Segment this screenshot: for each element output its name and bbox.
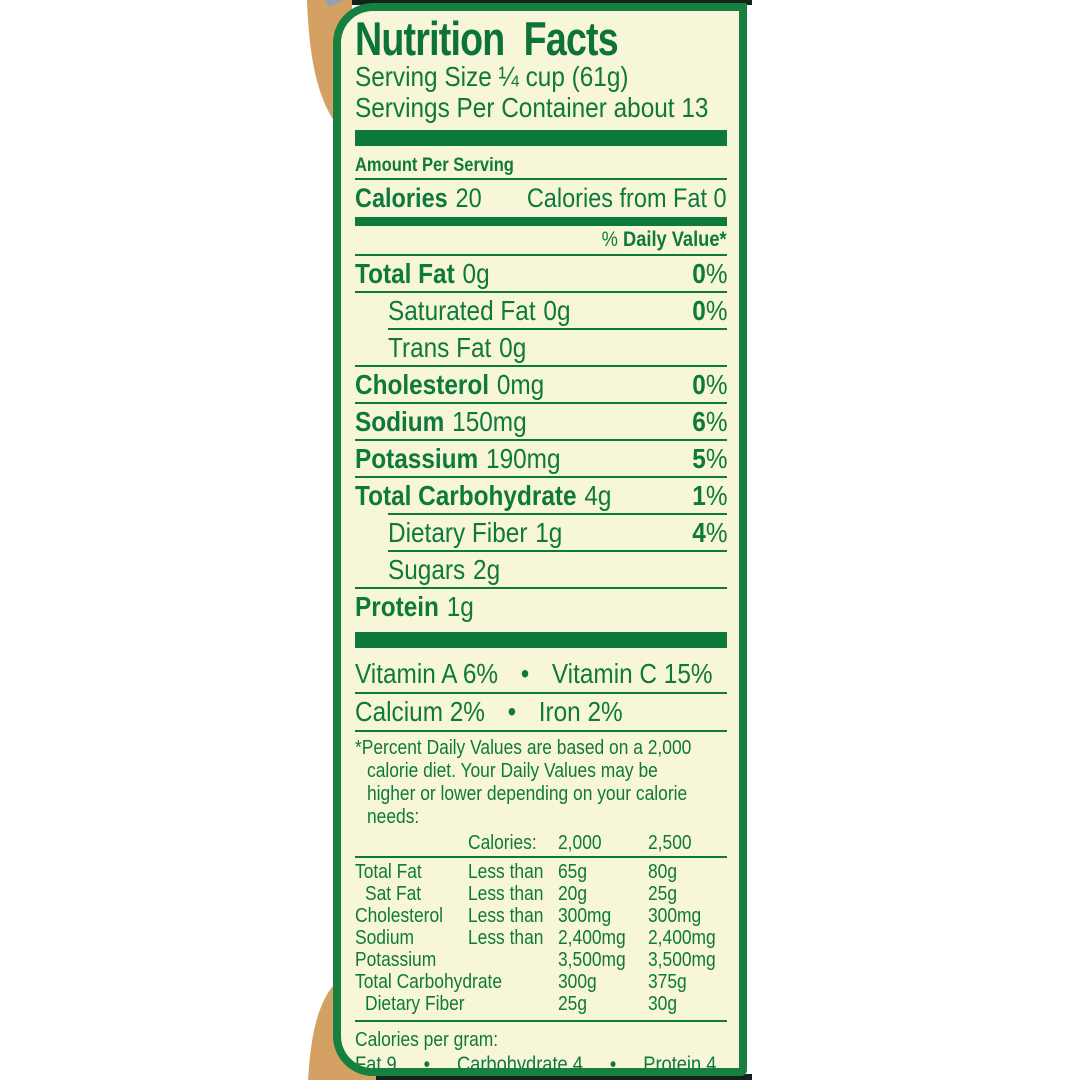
bullet-dot: •	[423, 1053, 431, 1076]
dv-reference-table: Total Fat Less than 65g 80g Sat Fat Less…	[355, 861, 727, 1015]
separator-bar-thin	[355, 217, 727, 226]
nutrient-row-protein: Protein 1g	[355, 591, 474, 622]
nutrient-row-sugars: Sugars 2g	[388, 554, 501, 585]
hairline-rule-indented	[388, 550, 727, 552]
hairline-rule	[355, 178, 727, 180]
hairline-rule	[355, 291, 727, 293]
calories-per-gram-title: Calories per gram:	[355, 1029, 499, 1051]
fat-calories: Fat 9	[355, 1053, 397, 1076]
separator-bar-thick	[355, 130, 727, 146]
gray-corner-sliver	[324, 0, 344, 7]
serving-size: Serving Size ¼ cup (61g)	[355, 61, 629, 92]
table-row: Total Carbohydrate 300g 375g	[355, 971, 687, 993]
column-2000: 2,000	[558, 832, 602, 854]
table-row: Sodium Less than 2,400mg 2,400mg	[355, 927, 716, 949]
daily-value-percent: 0%	[691, 295, 727, 326]
nutrition-facts-label: Nutrition Facts Serving Size ¼ cup (61g)…	[333, 3, 747, 1076]
label-content: Nutrition Facts Serving Size ¼ cup (61g)…	[341, 11, 739, 1076]
separator-bar-thick	[355, 632, 727, 648]
vitamin-row-2: Calcium 2% • Iron 2%	[355, 694, 727, 730]
calories-column-label: Calories:	[468, 832, 537, 854]
package-bottom-edge	[358, 1074, 752, 1080]
nutrient-row-sodium: Sodium 150mg 6%	[355, 406, 727, 437]
calcium-value: Calcium 2%	[355, 696, 485, 727]
nutrient-row-potassium: Potassium 190mg 5%	[355, 443, 727, 474]
hairline-rule	[355, 1020, 727, 1022]
bullet-dot: •	[609, 1053, 617, 1076]
amount-per-serving: Amount Per Serving	[355, 155, 514, 176]
nutrient-row-cholesterol: Cholesterol 0mg 0%	[355, 369, 727, 400]
label-title: Nutrition Facts	[355, 12, 619, 65]
package-top-edge	[334, 0, 752, 5]
nutrient-row-saturated-fat: Saturated Fat 0g 0%	[388, 295, 727, 326]
percent-sign: %	[602, 228, 619, 251]
table-row: Cholesterol Less than 300mg 300mg	[355, 905, 702, 927]
vitamin-a-value: Vitamin A 6%	[355, 658, 499, 689]
daily-value-header: % Daily Value*	[355, 226, 727, 254]
hairline-rule	[355, 587, 727, 589]
hairline-rule	[355, 730, 727, 732]
hairline-rule-indented	[388, 328, 727, 330]
daily-value-percent: 0%	[691, 369, 727, 400]
hairline-rule	[355, 439, 727, 441]
protein-calories: Protein 4	[643, 1053, 717, 1076]
nutrient-row-total-fat: Total Fat 0g 0%	[355, 258, 727, 289]
hairline-rule	[355, 856, 727, 858]
daily-value-percent: 1%	[691, 480, 727, 511]
servings-per-container: Servings Per Container about 13	[355, 92, 709, 123]
nutrient-row-dietary-fiber: Dietary Fiber 1g 4%	[388, 517, 727, 548]
bullet-dot: •	[507, 696, 517, 727]
calories-value: 20	[455, 183, 482, 213]
calories-row: Calories 20 Calories from Fat 0	[355, 180, 727, 217]
table-row: Sat Fat Less than 20g 25g	[365, 883, 678, 905]
hairline-rule	[355, 365, 727, 367]
daily-value-percent: 0%	[691, 258, 727, 289]
daily-value-footnote: *Percent Daily Values are based on a 2,0…	[355, 737, 692, 828]
calories-label: Calories	[355, 183, 448, 213]
hairline-rule	[355, 402, 727, 404]
carbohydrate-calories: Carbohydrate 4	[456, 1053, 583, 1076]
column-2500: 2,500	[648, 832, 692, 854]
table-row: Dietary Fiber 25g 30g	[365, 993, 678, 1015]
nutrient-row-total-carbohydrate: Total Carbohydrate 4g 1%	[355, 480, 727, 511]
iron-value: Iron 2%	[538, 696, 623, 727]
table-row: Potassium 3,500mg 3,500mg	[355, 949, 716, 971]
vitamin-c-value: Vitamin C 15%	[551, 658, 713, 689]
nutrient-row-trans-fat: Trans Fat 0g	[388, 332, 527, 363]
hairline-rule	[355, 476, 727, 478]
daily-value-percent: 6%	[691, 406, 727, 437]
daily-value-label: Daily Value*	[623, 228, 727, 251]
table-row: Total Fat Less than 65g 80g	[355, 861, 678, 883]
vitamin-row-1: Vitamin A 6% • Vitamin C 15%	[355, 656, 727, 692]
dv-table-header: Calories: 2,000 2,500	[355, 831, 727, 856]
daily-value-percent: 4%	[691, 517, 727, 548]
hairline-rule	[355, 692, 727, 694]
calories-from-fat: Calories from Fat 0	[527, 183, 727, 213]
calories-per-gram-values: Fat 9 • Carbohydrate 4 • Protein 4	[355, 1052, 727, 1076]
hairline-rule	[355, 254, 727, 256]
hairline-rule-indented	[388, 513, 727, 515]
bullet-dot: •	[520, 658, 530, 689]
daily-value-percent: 5%	[691, 443, 727, 474]
